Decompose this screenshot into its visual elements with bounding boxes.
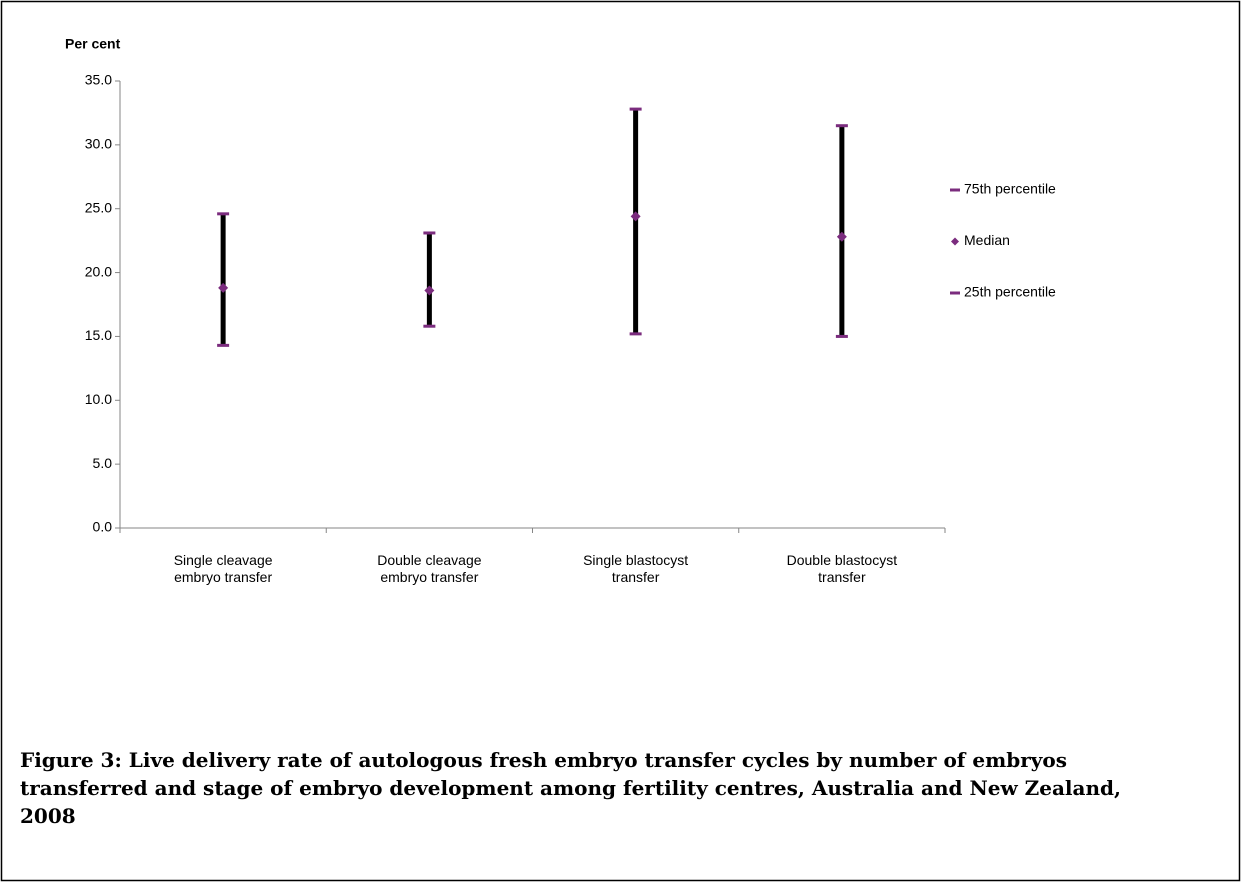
caption: Figure 3: Live delivery rate of autologo… [20, 748, 1121, 828]
legend-marker [951, 237, 959, 246]
y-tick-label: 0.0 [93, 519, 113, 535]
y-tick-label: 5.0 [93, 455, 113, 471]
y-tick-label: 10.0 [85, 391, 112, 407]
y-tick-label: 25.0 [85, 199, 112, 215]
y-tick-label: 30.0 [85, 136, 112, 152]
y-tick-label: 20.0 [85, 263, 112, 279]
median-marker [836, 231, 847, 242]
median-marker [424, 285, 435, 296]
legend-label: 25th percentile [964, 284, 1056, 300]
x-tick-label: Single cleavage embryo transfer [173, 552, 273, 585]
x-tick-label: Double blastocyst transfer [786, 552, 898, 585]
median-marker [218, 282, 229, 293]
x-tick-label: Single blastocyst transfer [583, 552, 689, 585]
legend-label: 75th percentile [964, 181, 1056, 197]
median-marker [630, 211, 641, 222]
legend-label: Median [964, 232, 1010, 248]
y-tick-label: 15.0 [85, 327, 112, 343]
y-tick-label: 35.0 [85, 72, 112, 88]
y-axis-label: Per cent [65, 36, 121, 52]
x-tick-label: Double cleavage embryo transfer [377, 552, 482, 585]
